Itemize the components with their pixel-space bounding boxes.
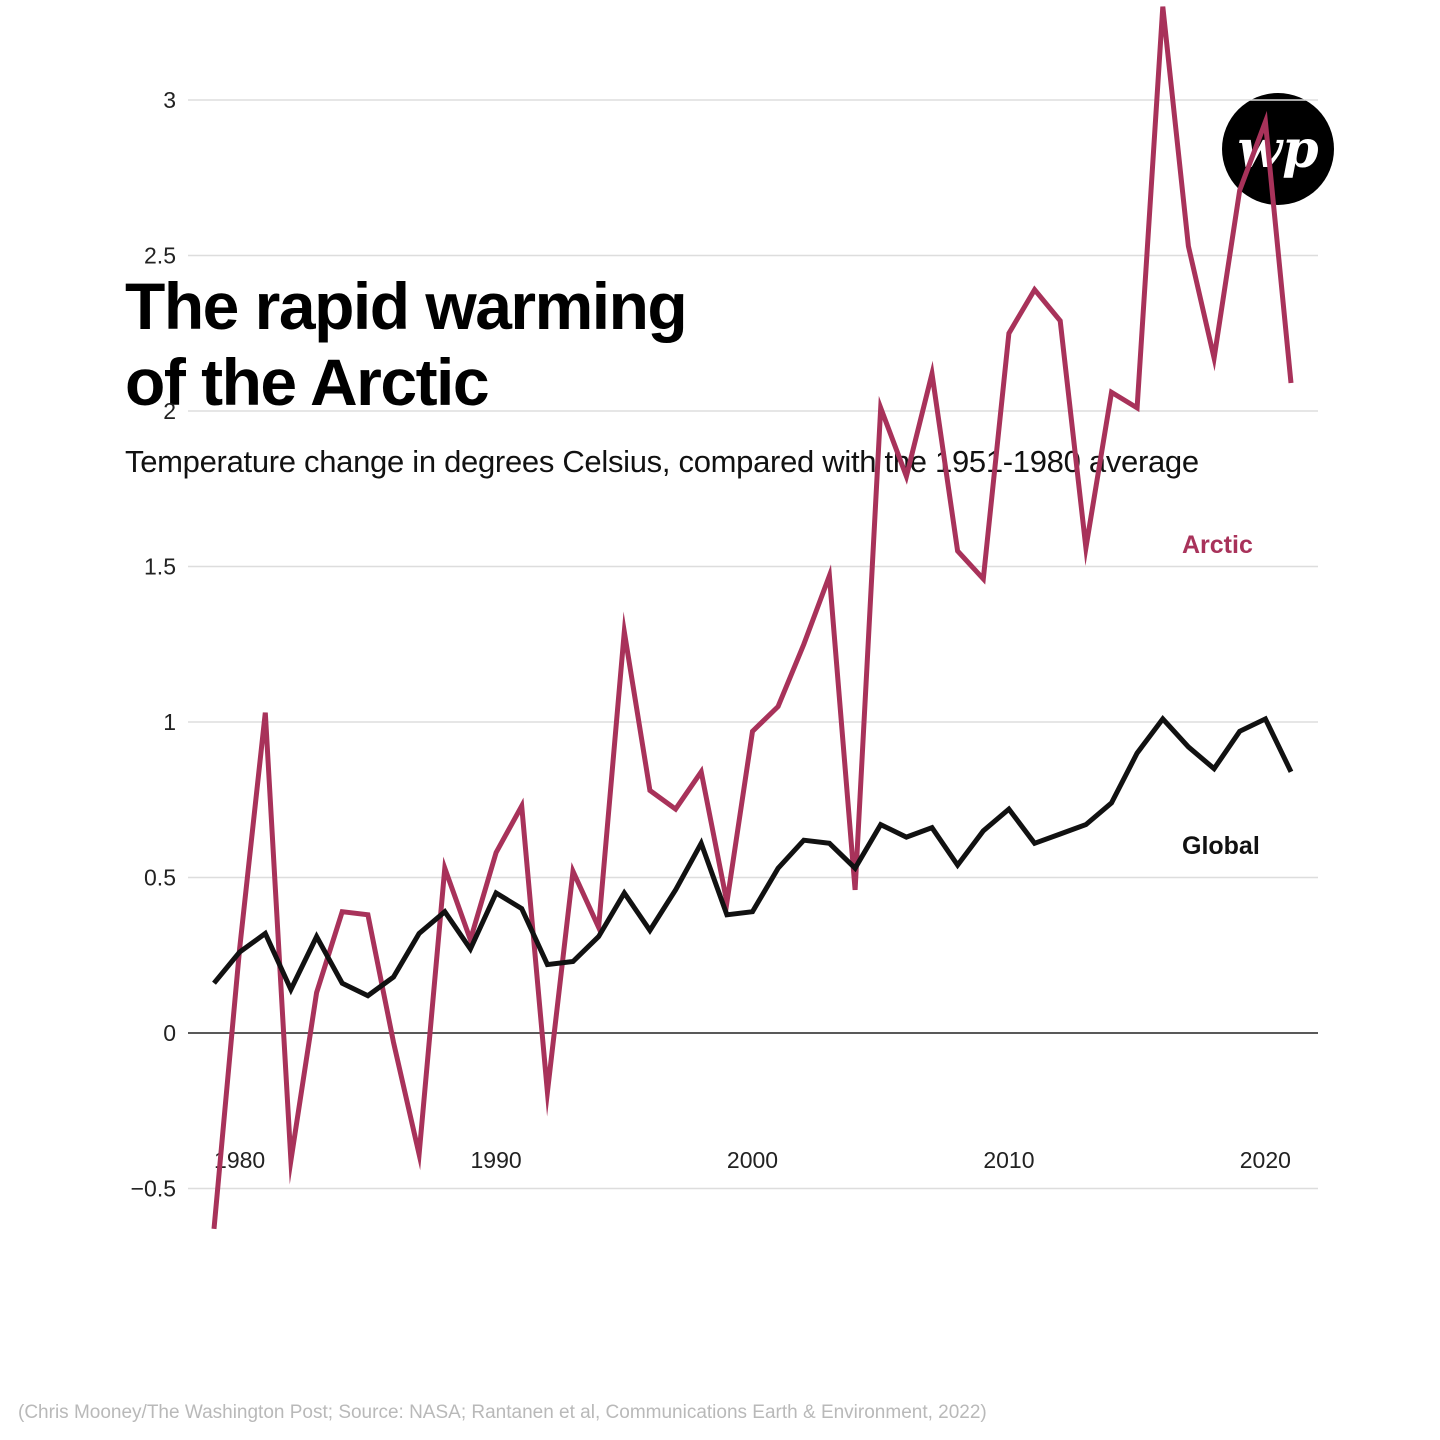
series-labels: Arctic Global [1182,531,1260,860]
title-line-1: The rapid warming [125,269,688,343]
logo-text: wp [1237,119,1318,180]
source-caption: (Chris Mooney/The Washington Post; Sourc… [18,1402,987,1423]
series-line-arctic [211,6,1294,1230]
series-line-global [212,714,1294,999]
wp-logo-icon: wp [1237,119,1318,180]
y-tick-label: 2 [163,398,176,424]
x-tick-label: 2000 [727,1147,778,1173]
y-tick-label: 0.5 [144,865,176,891]
y-axis-ticks: −0.5 0 0.5 1 1.5 2 2.5 3 [131,87,176,1202]
x-axis-ticks: 1980 1990 2000 2010 2020 [214,1147,1291,1173]
chart-subtitle: Temperature change in degrees Celsius, c… [125,444,1199,479]
y-tick-label: 0 [163,1020,176,1046]
x-tick-label: 2020 [1240,1147,1291,1173]
series-label-global: Global [1182,832,1260,860]
y-tick-label: −0.5 [131,1176,176,1202]
grid-layer [188,99,1318,1190]
title-line-2: of the Arctic [125,345,490,419]
x-tick-label: 1990 [470,1147,521,1173]
chart-title: The rapid warming of the Arctic [125,268,688,420]
series-label-arctic: Arctic [1182,531,1253,559]
x-tick-label: 2010 [983,1147,1034,1173]
y-tick-label: 2.5 [144,243,176,269]
y-tick-label: 3 [163,87,176,113]
y-tick-label: 1 [163,709,176,735]
series-layer [211,6,1294,1230]
y-tick-label: 1.5 [144,554,176,580]
